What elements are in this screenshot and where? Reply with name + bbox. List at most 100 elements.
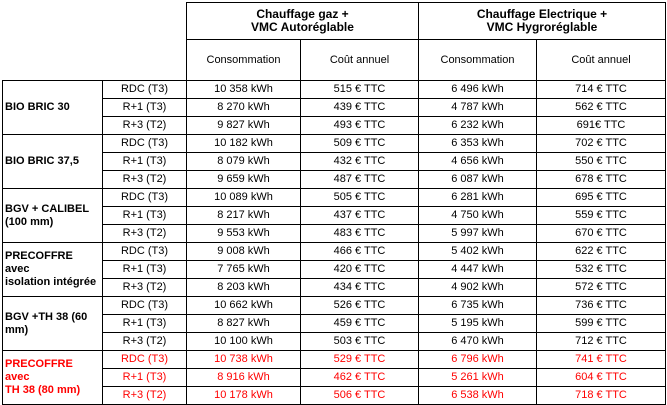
gas-cost-cell: 459 € TTC <box>300 314 419 333</box>
gas-cost-cell: 487 € TTC <box>300 170 419 189</box>
table-row: R+1 (T3) 8 217 kWh 437 € TTC 4 750 kWh 559 €… <box>3 206 666 225</box>
gas-cost-cell: 506 € TTC <box>300 386 419 405</box>
electric-consumption-cell: 6 087 kWh <box>418 170 537 189</box>
floor-cell: R+3 (T2) <box>102 332 187 351</box>
gas-cost-cell: 493 € TTC <box>300 116 419 135</box>
product-name: BGV +TH 38 (60 mm) <box>2 296 103 351</box>
table-row: R+3 (T2) 9 827 kWh 493 € TTC 6 232 kWh 691€ … <box>3 116 666 135</box>
electric-consumption-cell: 4 750 kWh <box>418 206 537 225</box>
electric-consumption-cell: 5 402 kWh <box>418 242 537 261</box>
table-body: BIO BRIC 30 RDC (T3) 10 358 kWh 515 € TTC 6 … <box>2 80 666 405</box>
table-row: R+1 (T3) 7 765 kWh 420 € TTC 4 447 kWh 532 €… <box>3 260 666 279</box>
gas-cost-cell: 509 € TTC <box>300 134 419 153</box>
gas-cost-cell: 437 € TTC <box>300 206 419 225</box>
gas-consumption-cell: 8 270 kWh <box>186 98 301 117</box>
gas-consumption-cell: 9 659 kWh <box>186 170 301 189</box>
floor-cell: R+1 (T3) <box>102 314 187 333</box>
gas-cost-cell: 434 € TTC <box>300 278 419 297</box>
floor-cell: RDC (T3) <box>102 134 187 153</box>
product-name: PRECOFFRE avec TH 38 (80 mm) <box>2 350 103 405</box>
electric-consumption-cell: 6 735 kWh <box>418 296 537 315</box>
floor-cell: RDC (T3) <box>102 242 187 261</box>
gas-cost-cell: 526 € TTC <box>300 296 419 315</box>
gas-consumption-cell: 10 100 kWh <box>186 332 301 351</box>
gas-consumption-cell: 9 827 kWh <box>186 116 301 135</box>
electric-cost-cell: 736 € TTC <box>536 296 666 315</box>
gas-consumption-cell: 8 827 kWh <box>186 314 301 333</box>
electric-consumption-cell: 6 470 kWh <box>418 332 537 351</box>
gas-cost-cell: 483 € TTC <box>300 224 419 243</box>
floor-cell: R+1 (T3) <box>102 368 187 387</box>
group-header-gas: Chauffage gaz + VMC Autoréglable <box>186 2 419 40</box>
product-name: BIO BRIC 37,5 <box>2 134 103 189</box>
subheader-gas-cost: Coût annuel <box>300 39 419 81</box>
electric-consumption-cell: 6 796 kWh <box>418 350 537 369</box>
gas-cost-cell: 462 € TTC <box>300 368 419 387</box>
floor-cell: RDC (T3) <box>102 80 187 99</box>
floor-cell: R+3 (T2) <box>102 386 187 405</box>
electric-cost-cell: 691€ TTC <box>536 116 666 135</box>
table-row: R+1 (T3) 8 270 kWh 439 € TTC 4 787 kWh 562 €… <box>3 98 666 117</box>
gas-cost-cell: 420 € TTC <box>300 260 419 279</box>
floor-cell: R+3 (T2) <box>102 278 187 297</box>
floor-cell: R+3 (T2) <box>102 170 187 189</box>
table-row: R+3 (T2) 9 553 kWh 483 € TTC 5 997 kWh 670 €… <box>3 224 666 243</box>
electric-cost-cell: 562 € TTC <box>536 98 666 117</box>
gas-consumption-cell: 8 203 kWh <box>186 278 301 297</box>
gas-cost-cell: 505 € TTC <box>300 188 419 207</box>
gas-consumption-cell: 8 916 kWh <box>186 368 301 387</box>
gas-cost-cell: 432 € TTC <box>300 152 419 171</box>
subheader-electric-consumption: Consommation <box>418 39 537 81</box>
table-row: R+3 (T2) 9 659 kWh 487 € TTC 6 087 kWh 678 €… <box>3 170 666 189</box>
electric-cost-cell: 572 € TTC <box>536 278 666 297</box>
floor-cell: R+3 (T2) <box>102 224 187 243</box>
gas-consumption-cell: 9 008 kWh <box>186 242 301 261</box>
table-row: BIO BRIC 37,5 RDC (T3) 10 182 kWh 509 € TTC… <box>2 134 666 189</box>
floor-cell: R+1 (T3) <box>102 98 187 117</box>
electric-cost-cell: 604 € TTC <box>536 368 666 387</box>
gas-cost-cell: 466 € TTC <box>300 242 419 261</box>
table-row: R+1 (T3) 8 916 kWh 462 € TTC 5 261 kWh 604 €… <box>3 368 666 387</box>
group-header-electric: Chauffage Electrique + VMC Hygroréglable <box>418 2 666 40</box>
gas-cost-cell: 439 € TTC <box>300 98 419 117</box>
gas-consumption-cell: 7 765 kWh <box>186 260 301 279</box>
electric-consumption-cell: 5 195 kWh <box>418 314 537 333</box>
gas-consumption-cell: 9 553 kWh <box>186 224 301 243</box>
product-name: BIO BRIC 30 <box>2 80 103 135</box>
floor-cell: RDC (T3) <box>102 296 187 315</box>
electric-consumption-cell: 5 997 kWh <box>418 224 537 243</box>
electric-cost-cell: 622 € TTC <box>536 242 666 261</box>
table-row: BIO BRIC 30 RDC (T3) 10 358 kWh 515 € TTC 6 … <box>2 80 666 135</box>
gas-consumption-cell: 8 217 kWh <box>186 206 301 225</box>
electric-consumption-cell: 6 353 kWh <box>418 134 537 153</box>
table-row: PRECOFFRE avec TH 38 (80 mm) RDC (T3) 10 7… <box>2 350 666 405</box>
electric-cost-cell: 712 € TTC <box>536 332 666 351</box>
table-row: PRECOFFRE avec isolation intégrée RDC (T3… <box>2 242 666 297</box>
electric-cost-cell: 670 € TTC <box>536 224 666 243</box>
electric-consumption-cell: 6 281 kWh <box>418 188 537 207</box>
electric-cost-cell: 550 € TTC <box>536 152 666 171</box>
table-row: R+1 (T3) 8 827 kWh 459 € TTC 5 195 kWh 599 €… <box>3 314 666 333</box>
gas-consumption-cell: 8 079 kWh <box>186 152 301 171</box>
electric-consumption-cell: 6 538 kWh <box>418 386 537 405</box>
gas-consumption-cell: 10 738 kWh <box>186 350 301 369</box>
floor-cell: R+3 (T2) <box>102 116 187 135</box>
electric-consumption-cell: 6 232 kWh <box>418 116 537 135</box>
gas-cost-cell: 515 € TTC <box>300 80 419 99</box>
floor-cell: R+1 (T3) <box>102 260 187 279</box>
electric-cost-cell: 702 € TTC <box>536 134 666 153</box>
gas-consumption-cell: 10 089 kWh <box>186 188 301 207</box>
table-row: R+3 (T2) 8 203 kWh 434 € TTC 4 902 kWh 572 €… <box>3 278 666 297</box>
electric-cost-cell: 532 € TTC <box>536 260 666 279</box>
product-name: BGV + CALIBEL (100 mm) <box>2 188 103 243</box>
electric-cost-cell: 714 € TTC <box>536 80 666 99</box>
table-row: R+3 (T2) 10 178 kWh 506 € TTC 6 538 kWh 718 … <box>3 386 666 405</box>
electric-consumption-cell: 4 447 kWh <box>418 260 537 279</box>
gas-cost-cell: 503 € TTC <box>300 332 419 351</box>
gas-consumption-cell: 10 662 kWh <box>186 296 301 315</box>
electric-consumption-cell: 6 496 kWh <box>418 80 537 99</box>
gas-consumption-cell: 10 178 kWh <box>186 386 301 405</box>
electric-cost-cell: 718 € TTC <box>536 386 666 405</box>
electric-consumption-cell: 5 261 kWh <box>418 368 537 387</box>
